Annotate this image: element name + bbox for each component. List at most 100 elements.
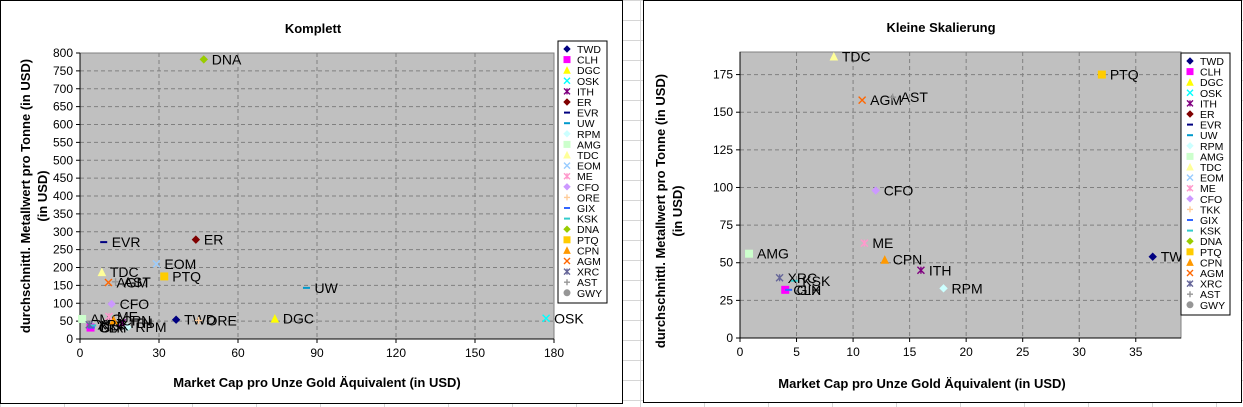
legend-marker-eom [1186, 174, 1194, 182]
y-tick-label: 550 [53, 135, 73, 149]
legend-marker-agm [563, 257, 571, 265]
chart-title: Kleine Skalierung [886, 20, 995, 35]
chart-title: Komplett [285, 21, 342, 36]
data-label-ore: ORE [207, 312, 237, 328]
data-label-clh: CLH [99, 320, 127, 336]
y-tick-label: 800 [53, 46, 73, 60]
data-label-gix: GIX [99, 320, 124, 336]
y-tick-label: 175 [713, 68, 733, 82]
y-tick-label: 500 [53, 153, 73, 167]
legend-label-gix: GIX [1200, 215, 1218, 227]
legend-marker-clh [563, 56, 571, 64]
y-tick-label: 350 [53, 207, 73, 221]
point-cpn [880, 255, 890, 264]
legend-label-twd: TWD [577, 44, 601, 56]
y-axis-label-group: durchschnittl. Metallwert pro Tonne (in … [18, 59, 50, 333]
data-label-ast: AST [901, 89, 929, 105]
legend-label-uw: UW [1200, 130, 1218, 142]
x-tick-label: 5 [793, 345, 800, 359]
legend-marker-me [1186, 184, 1194, 192]
legend-label-rpm: RPM [1200, 141, 1223, 153]
point-agm [104, 278, 113, 287]
legend-marker-xrc [563, 268, 571, 276]
legend-label-gwy: GWY [1200, 300, 1225, 312]
legend-label-twd: TWD [1200, 56, 1224, 68]
chart-kleine-skalierung[interactable]: 0 5 10 15 20 25 30 35 0 25 50 75 100 125 150 175 TWD CLH… [643, 0, 1242, 403]
point-rpm [123, 322, 132, 332]
point-tdc [97, 267, 107, 277]
legend-marker-ore [564, 194, 570, 201]
point-twd [1148, 252, 1157, 261]
point-xrc [85, 320, 94, 329]
data-label-eom: EOM [164, 256, 196, 272]
y-axis-unit: (in USD) [670, 185, 685, 236]
legend-marker-cfo [563, 183, 571, 191]
chart-komplett[interactable]: 0 30 60 90 120 150 180 0 50 100 150 200 250 300 350 400… [0, 0, 623, 404]
y-tick-label: 50 [720, 256, 734, 270]
y-axis-unit: (in USD) [35, 170, 50, 221]
legend-label-amg: AMG [577, 139, 601, 151]
legend-label-ptq: PTQ [577, 235, 599, 247]
legend-marker-cfo [1186, 195, 1194, 203]
legend [557, 40, 608, 304]
legend-label-ast: AST [577, 277, 598, 289]
y-tick-label: 0 [726, 331, 733, 345]
data-label-xrc: XRC [788, 270, 818, 286]
legend-marker-dgc [563, 66, 571, 74]
legend-marker-osk [563, 77, 571, 85]
legend-label-gwy: GWY [577, 288, 602, 300]
data-label-me: ME [872, 235, 893, 251]
legend-label-ksk: KSK [1200, 226, 1221, 238]
legend-label-osk: OSK [577, 76, 599, 88]
legend-marker-twd [563, 45, 571, 53]
legend-marker-rpm [563, 130, 571, 138]
data-label-ksk: KSK [802, 273, 831, 289]
x-tick-label: 10 [846, 345, 860, 359]
data-label-osk: OSK [554, 310, 584, 326]
legend-label-rpm: RPM [577, 129, 600, 141]
legend-label-ptq: PTQ [1200, 247, 1222, 259]
y-tick-label: 400 [53, 189, 73, 203]
y-axis-label: durchschnittl. Metallwert pro Tonne (in … [653, 74, 668, 348]
tick-labels: 0 5 10 15 20 25 30 35 0 25 50 75 100 125 150 175 [713, 68, 1143, 359]
data-label-evr: EVR [112, 234, 141, 250]
legend-marker-agm [1186, 269, 1194, 277]
y-tick-label: 100 [713, 180, 733, 194]
data-label-gix: GIX [797, 282, 822, 298]
data-label-rpm: RPM [135, 319, 166, 335]
legend-label-clh: CLH [577, 55, 598, 67]
legend-label-eom: EOM [1200, 173, 1224, 185]
data-label-er: ER [204, 232, 223, 248]
data-label-me: ME [117, 308, 138, 324]
legend-marker-cpn [563, 246, 571, 254]
data-label-amg: AMG [757, 246, 789, 262]
legend-label-ith: ITH [577, 86, 594, 98]
legend-marker-me [563, 172, 571, 180]
x-tick-label: 60 [231, 346, 245, 360]
legend-marker-twd [1186, 57, 1194, 65]
y-tick-label: 25 [720, 293, 734, 307]
data-label-tdc: TDC [110, 264, 139, 280]
y-axis-label-group: durchschnittl. Metallwert pro Tonne (in … [653, 74, 685, 348]
point-ore [195, 316, 202, 324]
x-tick-label: 0 [77, 346, 84, 360]
legend-label-xrc: XRC [1200, 279, 1223, 291]
x-tick-label: 30 [1073, 345, 1087, 359]
point-ast [112, 278, 120, 286]
y-tick-label: 150 [713, 105, 733, 119]
legend-label-dgc: DGC [577, 65, 601, 77]
x-tick-label: 15 [903, 345, 917, 359]
legend-label-osk: OSK [1200, 88, 1222, 100]
x-tick-label: 20 [959, 345, 973, 359]
y-tick-label: 150 [53, 278, 73, 292]
x-tick-label: 35 [1129, 345, 1143, 359]
legend-label-er: ER [577, 97, 592, 109]
data-label-uw: UW [314, 280, 338, 296]
legend-marker-osk [1186, 89, 1194, 97]
x-tick-label: 150 [465, 346, 485, 360]
legend-label-agm: AGM [1200, 268, 1224, 280]
data-points: TWDCLHITHRPMAMGTDCMECFOGIXKSKPTQCPNAGMXR… [745, 49, 1193, 298]
tick-labels: 0 30 60 90 120 150 180 0 50 100 150 200 250 300 350 400… [53, 46, 564, 360]
x-tick-label: 120 [386, 346, 406, 360]
legend-label-cfo: CFO [1200, 194, 1222, 206]
